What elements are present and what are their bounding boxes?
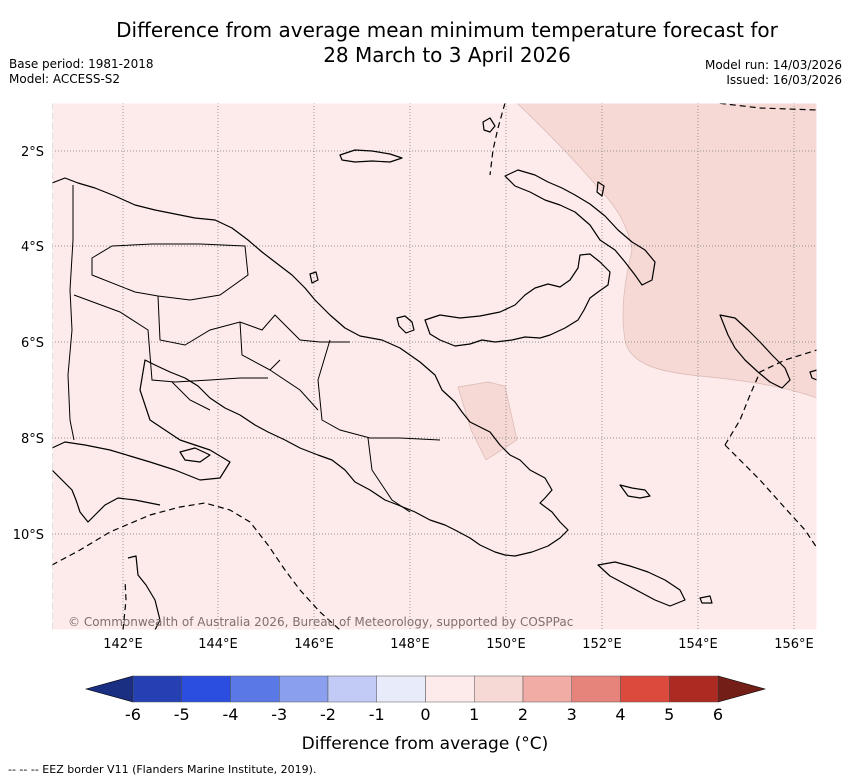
- province-borders: [67, 185, 441, 513]
- colorbar-tick-label: -3: [271, 705, 287, 724]
- lat-label-2s: 2°S: [21, 145, 44, 160]
- colorbar-segment: [571, 675, 621, 703]
- eez-footnote: -- -- -- EEZ border V11 (Flanders Marine…: [8, 763, 317, 776]
- colorbar-segment: [376, 675, 426, 703]
- colorbar-tick-label: -6: [125, 705, 141, 724]
- copyright-text: © Commonwealth of Australia 2026, Bureau…: [68, 615, 573, 629]
- bougainville-coast: [719, 314, 791, 389]
- warm-anomaly-patch: [457, 381, 518, 461]
- new-ireland-coast: [504, 169, 656, 286]
- title-line-1: Difference from average mean minimum tem…: [116, 18, 778, 42]
- colorbar-segment: [620, 675, 670, 703]
- islet-umboi: [396, 315, 415, 334]
- title-line-2: 28 March to 3 April 2026: [323, 43, 571, 67]
- colorbar-under-arrow: [84, 675, 134, 703]
- model-run: Model run: 14/03/2026: [704, 58, 842, 72]
- colorbar-tick-label: 1: [469, 705, 479, 724]
- colorbar-tick-label: -1: [369, 705, 385, 724]
- colorbar-tick-label: -4: [223, 705, 239, 724]
- colorbar-title: Difference from average (°C): [302, 734, 549, 754]
- chart-title: Difference from average mean minimum tem…: [0, 18, 850, 68]
- lon-label-142e: 142°E: [103, 637, 143, 652]
- longitude-labels: 142°E 144°E 146°E 148°E 150°E 152°E 154°…: [103, 637, 814, 652]
- colorbar-segment: [522, 675, 572, 703]
- colorbar-tick-label: 0: [420, 705, 430, 724]
- lon-label-146e: 146°E: [294, 637, 334, 652]
- colorbar-segment: [474, 675, 524, 703]
- colorbar-tick-label: 4: [615, 705, 625, 724]
- new-britain-coast: [424, 253, 611, 347]
- coastlines: [52, 117, 817, 630]
- manus-coast: [339, 149, 403, 163]
- issued-date: Issued: 16/03/2026: [726, 73, 842, 87]
- islet-karkar: [309, 271, 319, 284]
- lat-label-10s: 10°S: [13, 528, 44, 543]
- islet-north: [482, 117, 496, 133]
- base-period: Base period: 1981-2018: [9, 57, 154, 71]
- meta-left: Base period: 1981-2018 Model: ACCESS-S2: [9, 57, 154, 87]
- map-gridlines: [52, 103, 817, 630]
- colorbar-tick-label: 5: [664, 705, 674, 724]
- colorbar-segment: [425, 675, 475, 703]
- map-frame: [51, 102, 818, 631]
- colorbar-segment: [181, 675, 231, 703]
- lon-label-150e: 150°E: [486, 637, 526, 652]
- colorbar-tick-label: -5: [174, 705, 190, 724]
- lat-label-8s: 8°S: [21, 432, 44, 447]
- lon-label-156e: 156°E: [774, 637, 814, 652]
- colorbar-tick-label: -2: [320, 705, 336, 724]
- louisiade-coast: [597, 561, 686, 607]
- lon-label-154e: 154°E: [678, 637, 718, 652]
- colorbar-segment: [132, 675, 182, 703]
- model-name: Model: ACCESS-S2: [9, 72, 121, 86]
- cape-york-coast: [127, 555, 161, 630]
- meta-right: Model run: 14/03/2026 Issued: 16/03/2026: [705, 58, 842, 88]
- islet-south: [179, 447, 211, 463]
- lon-label-148e: 148°E: [390, 637, 430, 652]
- colorbar-tick-label: 6: [713, 705, 723, 724]
- islet-new-hanover: [596, 181, 605, 197]
- colorbar-segment: [279, 675, 329, 703]
- colorbar-segments: [132, 675, 719, 703]
- colorbar-tick-labels: -6 -5 -4 -3 -2 -1 0 1 2 3 4 5 6: [125, 705, 723, 724]
- colorbar-segment: [230, 675, 280, 703]
- lon-label-144e: 144°E: [198, 637, 238, 652]
- islet-rossel: [699, 595, 713, 604]
- lon-label-152e: 152°E: [582, 637, 622, 652]
- trobriand-coast: [619, 484, 651, 499]
- colorbar-segment: [327, 675, 377, 703]
- colorbar-tick-label: 3: [567, 705, 577, 724]
- southwest-coast: [52, 469, 161, 523]
- lat-label-6s: 6°S: [21, 336, 44, 351]
- lat-label-4s: 4°S: [21, 240, 44, 255]
- islet-east: [809, 369, 817, 381]
- colorbar-over-arrow: [717, 675, 767, 703]
- new-guinea-coast: [52, 177, 569, 557]
- colorbar-segment: [669, 675, 719, 703]
- colorbar: -6 -5 -4 -3 -2 -1 0 1 2 3 4 5 6 Difference from aver…: [84, 675, 767, 754]
- colorbar-tick-label: 2: [518, 705, 528, 724]
- latitude-labels: 2°S 4°S 6°S 8°S 10°S: [13, 145, 44, 543]
